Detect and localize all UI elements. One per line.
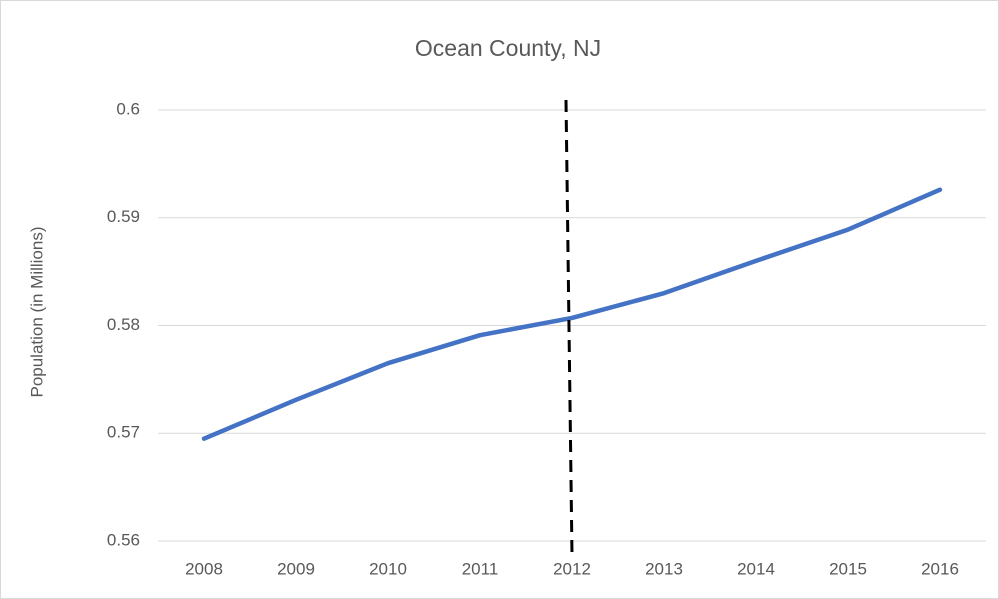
x-tick-label: 2014 [737,559,775,578]
x-tick-label: 2010 [369,559,407,578]
x-tick-label: 2012 [553,559,591,578]
chart-title: Ocean County, NJ [415,35,601,61]
y-tick-label: 0.6 [116,99,140,118]
data-line [201,187,943,441]
y-tick-label: 0.56 [107,530,140,549]
x-tick-label: 2009 [277,559,315,578]
x-tick-label: 2015 [829,559,867,578]
y-axis-label: Population (in Millions) [27,226,46,397]
vertical-marker [564,99,574,556]
x-tick-label: 2016 [921,559,959,578]
y-tick-label: 0.58 [107,315,140,334]
y-tick-label: 0.59 [107,207,140,226]
x-tick-label: 2013 [645,559,683,578]
x-tick-label: 2011 [462,559,499,578]
y-tick-label: 0.57 [107,423,140,442]
x-tick-label: 2008 [185,559,223,578]
